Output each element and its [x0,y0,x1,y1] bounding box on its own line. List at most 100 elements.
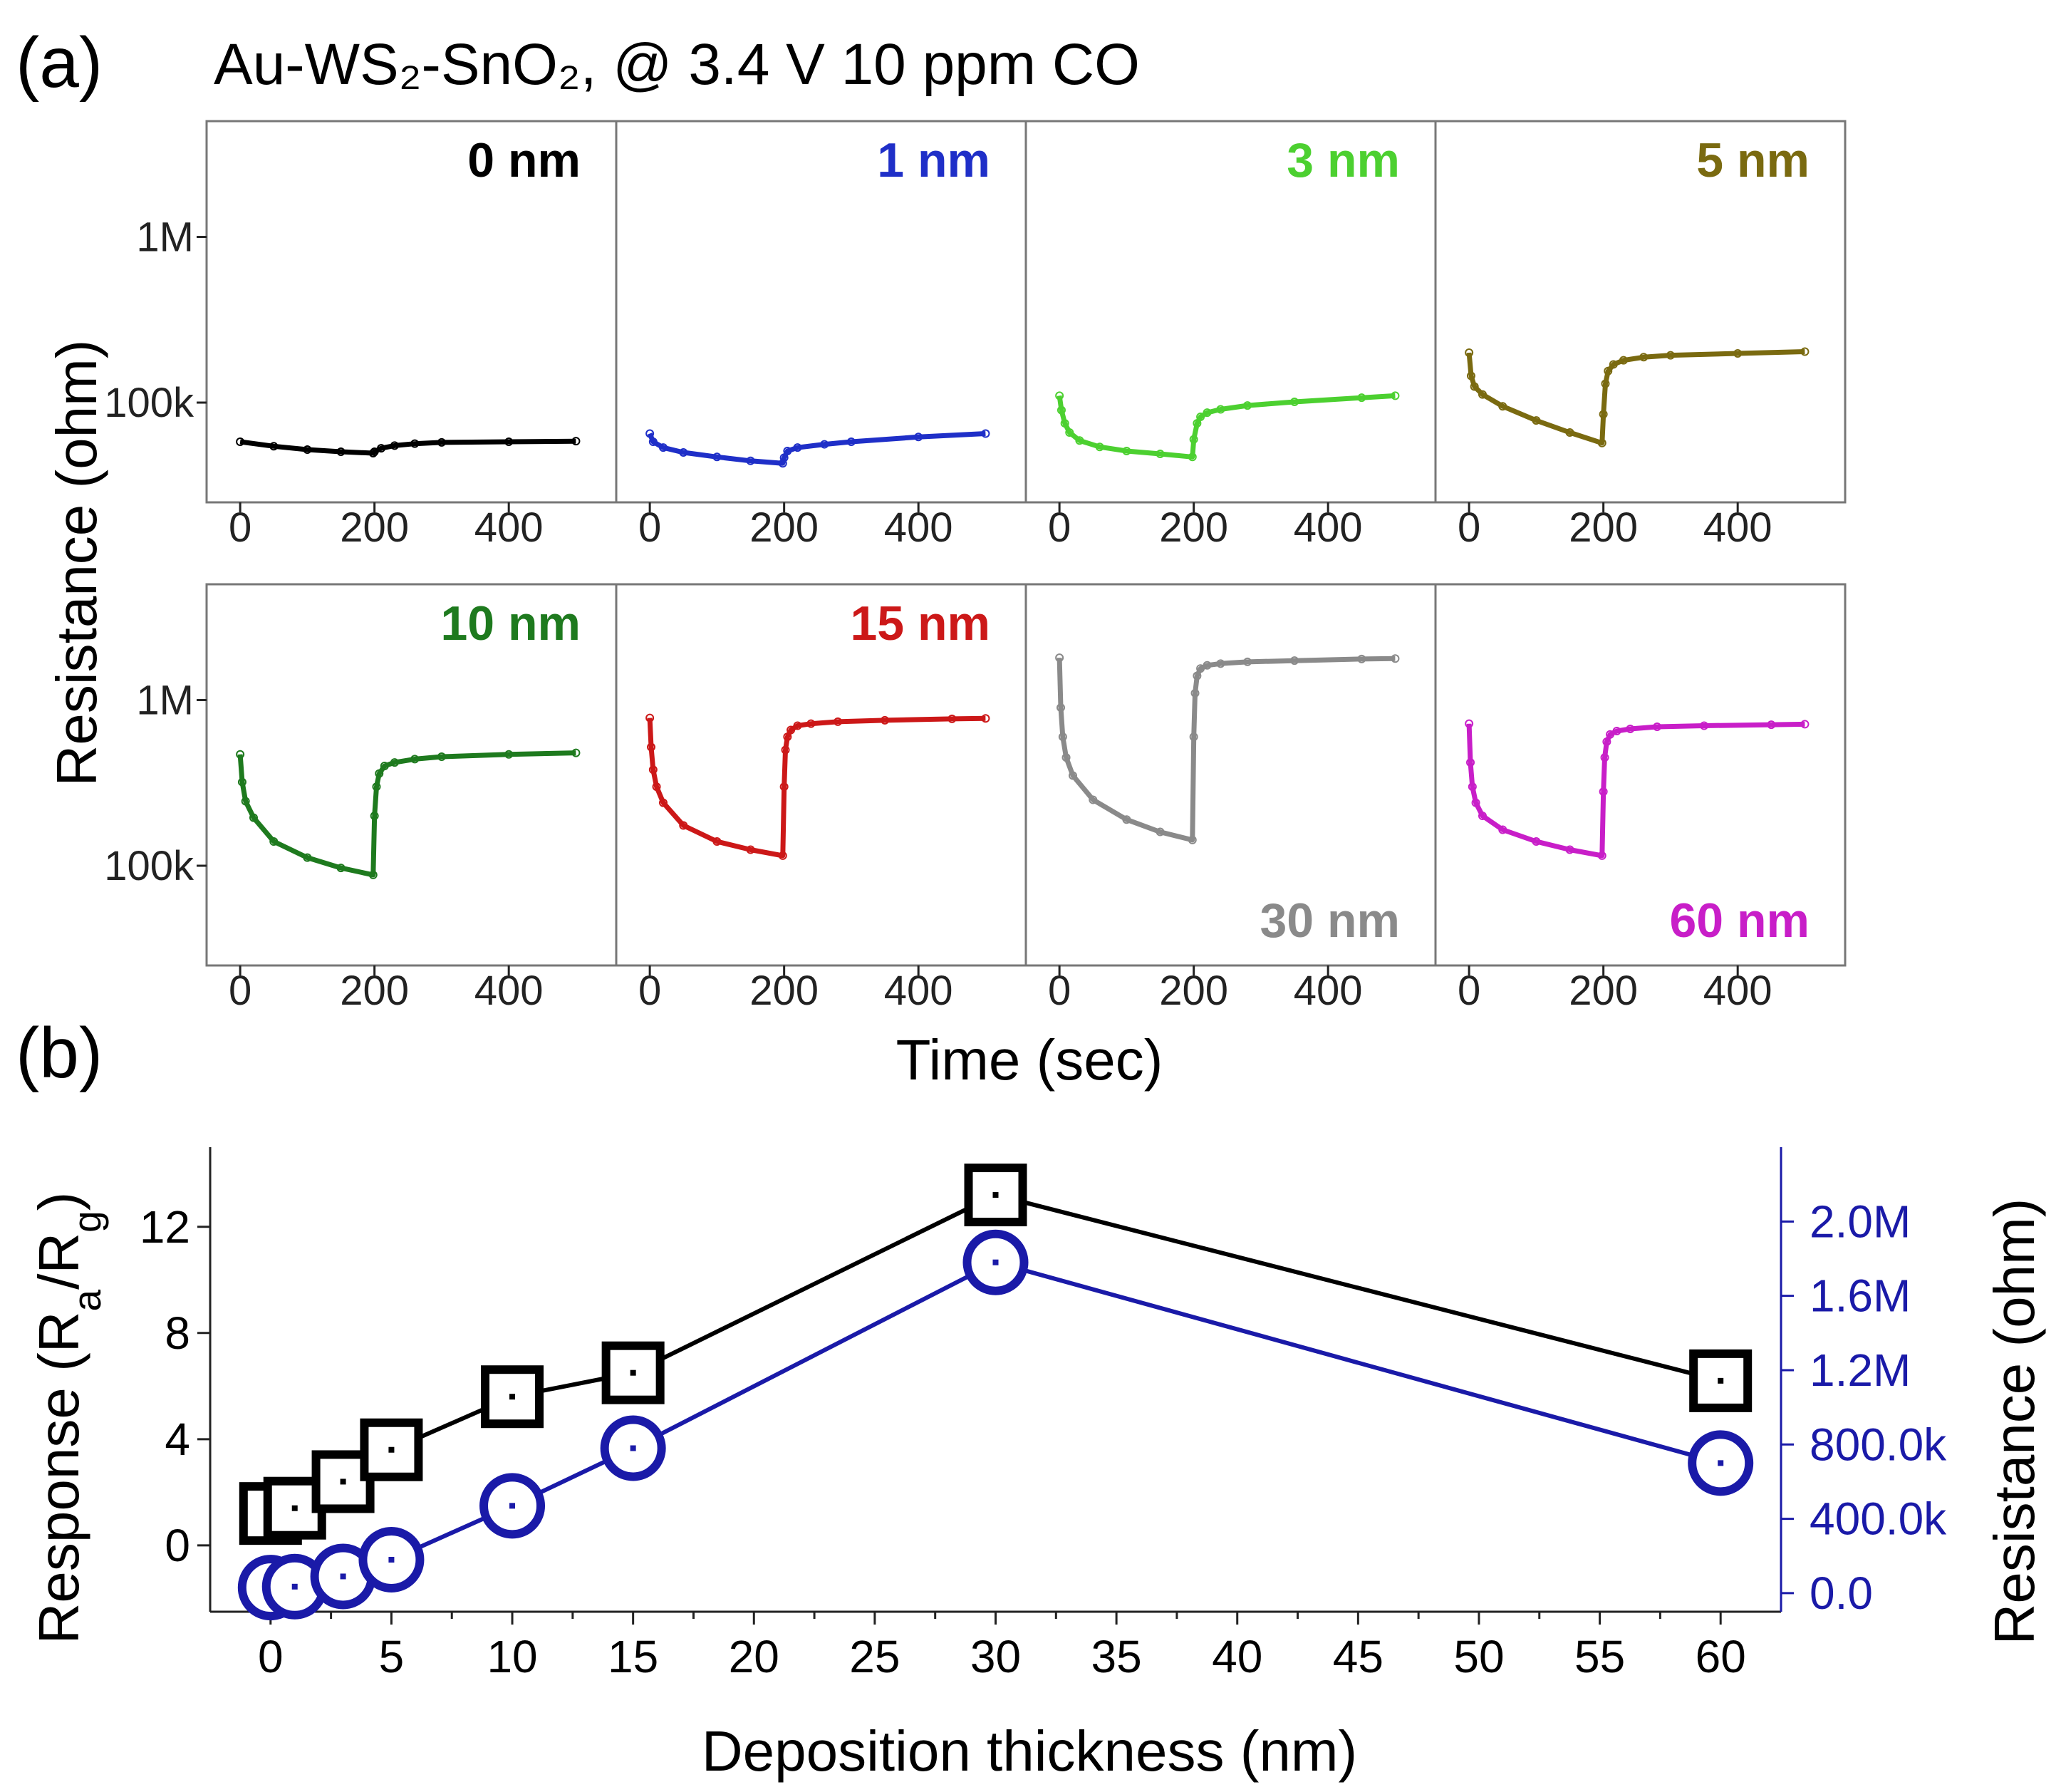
x-tick-label: 40 [1212,1631,1262,1682]
x-tick-label: 25 [849,1631,900,1682]
data-point [1075,436,1084,445]
data-point [1609,360,1618,369]
data-point [779,453,789,462]
data-point [241,797,250,806]
data-point [881,715,890,725]
marker-center [992,1259,999,1265]
data-point [1095,442,1104,452]
data-point [1466,371,1475,380]
data-point [1061,753,1071,762]
marker-center [1718,1460,1724,1466]
x-tick-label: 200 [1569,968,1638,1014]
data-point [1196,413,1205,422]
x-tick-label: 15 [608,1631,658,1682]
data-point [437,752,446,762]
x-tick-label: 55 [1574,1631,1625,1682]
data-point [303,853,312,862]
ylabel-mid: /R [27,1233,90,1290]
subplot-frame [1434,120,1847,504]
marker-center [630,1445,636,1451]
data-point [746,845,755,854]
data-point [504,437,514,447]
panel-b-xlabel: Deposition thickness (nm) [702,1719,1357,1783]
x-tick-label: 0 [638,504,661,551]
data-point [1767,720,1776,730]
data-point [806,719,816,728]
series-line [1466,349,1805,446]
data-point [1057,703,1066,713]
data-point [380,762,389,771]
marker-center [291,1505,298,1511]
data-point [1599,787,1608,797]
data-point [1060,419,1069,428]
data-point [1478,390,1487,399]
data-point [1189,732,1198,742]
data-point [370,812,379,821]
data-point [1471,798,1480,807]
data-point [336,864,346,873]
data-point [1243,657,1252,666]
series-line [647,715,986,859]
data-point [793,721,802,730]
data-point [1243,401,1252,410]
data-point [1216,659,1225,668]
data-point [1606,730,1615,739]
x-tick-label: 400 [884,968,953,1014]
data-point [1122,815,1131,824]
data-point [645,713,655,723]
y2-tick-label: 2.0M [1810,1196,1911,1247]
x-tick-label: 0 [1048,968,1071,1014]
y-tick-label: 8 [165,1307,190,1359]
data-point [981,714,990,723]
data-point [1065,428,1074,437]
y2-tick-label: 0.0 [1810,1568,1873,1619]
marker-center [509,1394,516,1400]
x-tick-label: 200 [749,968,819,1014]
series-label: 30 nm [1260,894,1400,948]
data-point [783,447,792,456]
data-point [712,837,722,846]
data-point [1601,379,1610,388]
data-point [1565,845,1574,854]
y2-tick-label: 1.6M [1810,1270,1911,1322]
marker-center [388,1556,395,1563]
data-point [1602,737,1611,747]
series-label: 5 nm [1696,133,1810,187]
series-line [1466,721,1805,859]
panel-b-ylabel: Response (Ra/Rg) [27,1192,109,1645]
data-point [1188,835,1197,844]
data-point [779,782,789,792]
subplot-0-nm: 0 200 400 100k 1M 0 nm [104,120,618,551]
ylabel-sub-a: a [65,1289,109,1311]
data-point [1203,661,1212,670]
x-tick-label: 0 [1048,504,1071,551]
data-point [783,732,792,742]
x-tick-label: 200 [749,504,819,551]
y2-tick-label: 1.2M [1810,1345,1911,1396]
data-point [236,750,245,759]
x-tick-label: 200 [340,968,409,1014]
y-tick-label: 1M [136,678,194,724]
y2-tick-label: 800.0k [1810,1419,1947,1470]
panel-b-label: (b) [16,1013,103,1093]
x-tick-label: 0 [229,504,251,551]
data-point [1626,724,1635,733]
data-point [948,714,957,723]
data-point [1068,771,1077,780]
panel-a-label: (a) [16,23,103,103]
data-point [1357,654,1366,663]
data-point [236,437,245,447]
data-point [679,448,688,457]
data-point [571,748,581,757]
data-point [914,433,923,442]
data-point [1188,452,1197,462]
y2-tick-label: 400.0k [1810,1493,1947,1545]
x-tick-label: 200 [1569,504,1638,551]
series-line [647,431,986,466]
data-point [1465,348,1474,358]
data-point [648,437,658,447]
data-point [1193,671,1202,680]
data-point [368,870,378,879]
data-point [652,782,661,792]
data-point [249,813,258,822]
